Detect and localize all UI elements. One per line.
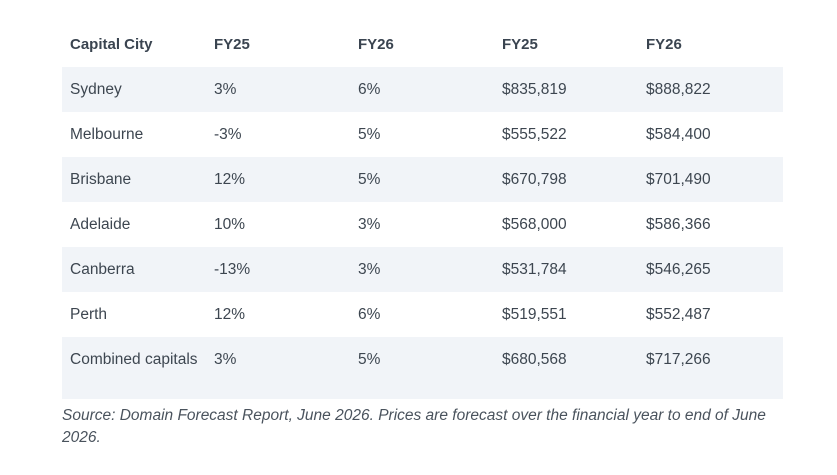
- price-forecast-table: Capital City FY25 FY26 FY25 FY26 Sydney …: [62, 22, 783, 399]
- cell-growth-fy25: 12%: [206, 157, 350, 202]
- cell-growth-fy26-text: 5%: [358, 351, 381, 368]
- cell-growth-fy26: 3%: [350, 202, 494, 247]
- cell-price-fy25: $568,000: [494, 202, 638, 247]
- cell-price-fy25: $680,568: [494, 337, 638, 399]
- cell-growth-fy25: 10%: [206, 202, 350, 247]
- cell-growth-fy25: 12%: [206, 292, 350, 337]
- cell-city: Canberra: [62, 247, 206, 292]
- cell-price-fy26-text: $717,266: [646, 351, 711, 368]
- header-price-fy26: FY26: [646, 36, 682, 53]
- forecast-table-container: Capital City FY25 FY26 FY25 FY26 Sydney …: [62, 22, 783, 449]
- cell-city: Melbourne: [62, 112, 206, 157]
- cell-price-fy25: $835,819: [494, 67, 638, 112]
- table-source-caption: Source: Domain Forecast Report, June 202…: [62, 407, 766, 446]
- cell-price-fy26: $586,366: [638, 202, 783, 247]
- cell-growth-fy26: 6%: [350, 292, 494, 337]
- table-row-perth: Perth 12% 6% $519,551 $552,487: [62, 292, 783, 337]
- cell-price-fy25: $670,798: [494, 157, 638, 202]
- cell-city: Adelaide: [62, 202, 206, 247]
- cell-price-fy26: $546,265: [638, 247, 783, 292]
- table-row-canberra: Canberra -13% 3% $531,784 $546,265: [62, 247, 783, 292]
- table-header-row: Capital City FY25 FY26 FY25 FY26: [62, 22, 783, 67]
- cell-growth-fy26: 5%: [350, 157, 494, 202]
- cell-growth-fy25: 3%: [206, 337, 350, 399]
- cell-growth-fy26: 6%: [350, 67, 494, 112]
- cell-price-fy25-text: $680,568: [502, 351, 567, 368]
- cell-city: Combined capitals: [62, 337, 206, 399]
- cell-city: Perth: [62, 292, 206, 337]
- cell-city: Brisbane: [62, 157, 206, 202]
- table-row-combined-capitals: Combined capitals 3% 5% $680,568 $717,26…: [62, 337, 783, 399]
- cell-growth-fy25: 3%: [206, 67, 350, 112]
- cell-growth-fy25-text: 3%: [214, 351, 237, 368]
- cell-growth-fy26: 5%: [350, 337, 494, 399]
- cell-city: Sydney: [62, 67, 206, 112]
- header-capital-city: Capital City: [70, 36, 153, 53]
- cell-price-fy25: $555,522: [494, 112, 638, 157]
- table-row-sydney: Sydney 3% 6% $835,819 $888,822: [62, 67, 783, 112]
- cell-city-text: Combined capitals: [70, 351, 198, 368]
- header-growth-fy26: FY26: [358, 36, 394, 53]
- cell-price-fy26: $717,266: [638, 337, 783, 399]
- cell-price-fy26: $888,822: [638, 67, 783, 112]
- cell-growth-fy26: 3%: [350, 247, 494, 292]
- cell-price-fy26: $552,487: [638, 292, 783, 337]
- cell-growth-fy25: -13%: [206, 247, 350, 292]
- cell-growth-fy26: 5%: [350, 112, 494, 157]
- cell-price-fy26: $584,400: [638, 112, 783, 157]
- table-row-adelaide: Adelaide 10% 3% $568,000 $586,366: [62, 202, 783, 247]
- table-row-brisbane: Brisbane 12% 5% $670,798 $701,490: [62, 157, 783, 202]
- cell-price-fy25: $531,784: [494, 247, 638, 292]
- table-row-melbourne: Melbourne -3% 5% $555,522 $584,400: [62, 112, 783, 157]
- cell-price-fy25: $519,551: [494, 292, 638, 337]
- header-price-fy25: FY25: [502, 36, 538, 53]
- cell-price-fy26: $701,490: [638, 157, 783, 202]
- header-growth-fy25: FY25: [214, 36, 250, 53]
- cell-growth-fy25: -3%: [206, 112, 350, 157]
